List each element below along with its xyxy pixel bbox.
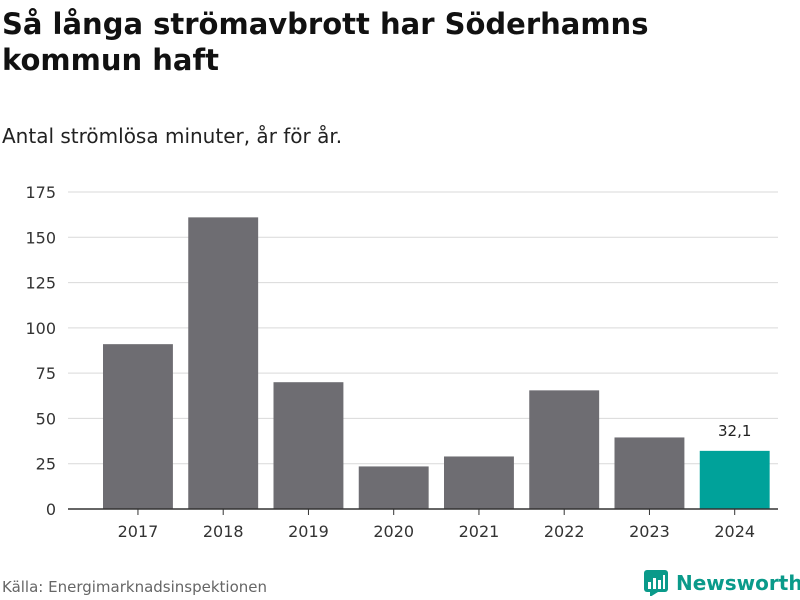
bar-chart-icon — [644, 570, 668, 596]
chart-title: Så långa strömavbrott har Söderhamns kom… — [2, 7, 649, 77]
x-tick-label: 2019 — [288, 522, 329, 541]
y-tick-label: 75 — [36, 364, 56, 383]
bar-2021 — [444, 456, 514, 509]
y-tick-label: 125 — [25, 274, 56, 293]
chart-subtitle: Antal strömlösa minuter, år för år. — [2, 124, 343, 148]
data-labels: 32,1 — [718, 422, 751, 440]
y-axis-ticks: 0 25 50 75 100 125 150 175 — [25, 183, 56, 519]
x-tick-label: 2023 — [629, 522, 670, 541]
y-tick-label: 50 — [36, 409, 56, 428]
y-tick-label: 0 — [46, 500, 56, 519]
bar-2019 — [273, 382, 344, 509]
brand-name: Newsworthy — [676, 571, 800, 595]
y-tick-label: 150 — [25, 228, 56, 247]
y-tick-label: 25 — [36, 455, 56, 474]
x-axis-ticks: 2017 2018 2019 2020 2021 2022 2023 2024 — [118, 509, 755, 541]
bars — [103, 217, 770, 510]
x-tick-label: 2018 — [203, 522, 244, 541]
data-label: 32,1 — [718, 422, 751, 440]
x-tick-label: 2021 — [459, 522, 500, 541]
bar-2023 — [614, 437, 685, 509]
x-tick-label: 2017 — [118, 522, 159, 541]
bar-2024 — [699, 450, 770, 509]
x-tick-label: 2020 — [373, 522, 414, 541]
bar-2018 — [188, 217, 259, 510]
x-tick-label: 2022 — [544, 522, 585, 541]
bar-2020 — [358, 466, 429, 509]
bar-2022 — [529, 390, 600, 509]
y-tick-label: 175 — [25, 183, 56, 202]
bar-2017 — [103, 344, 173, 509]
gridlines — [68, 191, 778, 465]
brand-logo: Newsworthy — [644, 570, 800, 596]
x-tick-label: 2024 — [714, 522, 755, 541]
y-tick-label: 100 — [25, 319, 56, 338]
source-note: Källa: Energimarknadsinspektionen — [2, 578, 268, 596]
